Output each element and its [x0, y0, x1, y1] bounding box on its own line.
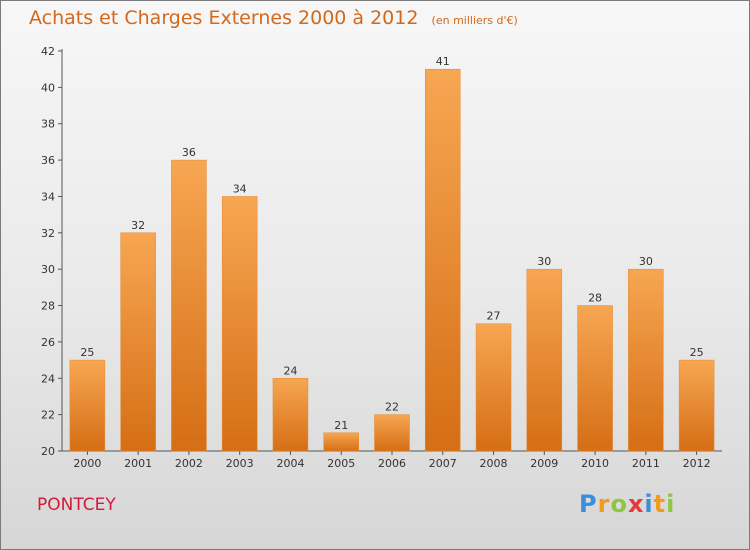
- bar: [323, 432, 359, 452]
- x-tick-label: 2010: [581, 457, 609, 470]
- bar: [678, 359, 715, 452]
- y-tick-label: 26: [41, 336, 55, 349]
- bar-value-label: 25: [80, 346, 94, 359]
- bar-value-label: 22: [385, 401, 399, 414]
- y-tick-label: 32: [41, 227, 55, 240]
- bar-value-label: 28: [588, 292, 602, 305]
- bar: [425, 68, 461, 452]
- x-tick-label: 2001: [124, 457, 152, 470]
- chart-title: Achats et Charges Externes 2000 à 2012: [29, 7, 419, 29]
- bar: [120, 232, 156, 452]
- bar-value-label: 21: [334, 419, 348, 432]
- y-tick-label: 24: [41, 372, 55, 385]
- title-row: Achats et Charges Externes 2000 à 2012 (…: [29, 7, 518, 29]
- x-tick-label: 2007: [429, 457, 457, 470]
- bar: [171, 159, 207, 452]
- bar-value-label: 25: [690, 346, 704, 359]
- commune-name: PONTCEY: [37, 495, 116, 515]
- data-labels: 25 32 36 34 24 21 22 41 27 30 28 30 25: [80, 55, 703, 432]
- bar-value-label: 34: [233, 182, 247, 195]
- bar: [374, 414, 410, 452]
- bar: [475, 323, 512, 452]
- bar-value-label: 30: [639, 255, 653, 268]
- logo-letter: i: [644, 490, 654, 518]
- x-tick-label: 2002: [175, 457, 203, 470]
- bar: [526, 268, 563, 452]
- proxiti-logo[interactable]: Proxiti: [579, 490, 675, 518]
- logo-letter: t: [653, 490, 667, 518]
- bar-value-label: 30: [537, 255, 551, 268]
- bars: [69, 68, 715, 452]
- y-tick-label: 20: [41, 445, 55, 458]
- bar: [69, 359, 106, 452]
- x-tick-label: 2008: [480, 457, 508, 470]
- x-tick-label: 2005: [327, 457, 355, 470]
- x-tick-label: 2006: [378, 457, 406, 470]
- logo-letter: P: [579, 490, 598, 518]
- bar-value-label: 41: [436, 55, 450, 68]
- y-tick-label: 40: [41, 81, 55, 94]
- x-tick-label: 2000: [73, 457, 101, 470]
- x-tick-label: 2009: [530, 457, 558, 470]
- y-tick-label: 42: [41, 45, 55, 58]
- bar: [577, 305, 613, 452]
- x-tick-label: 2012: [683, 457, 711, 470]
- logo-letter: x: [627, 490, 645, 518]
- logo-letter: o: [610, 490, 628, 518]
- chart-unit: (en milliers d'€): [431, 14, 518, 27]
- logo-letter: i: [666, 490, 676, 518]
- bar: [628, 268, 664, 452]
- bar: [221, 196, 258, 452]
- y-tick-label: 36: [41, 154, 55, 167]
- bar-value-label: 27: [487, 310, 501, 323]
- bar-value-label: 36: [182, 146, 196, 159]
- y-tick-label: 34: [41, 190, 55, 203]
- logo-letter: r: [597, 490, 611, 518]
- y-tick-label: 38: [41, 118, 55, 131]
- x-tick-label: 2003: [226, 457, 254, 470]
- bar: [272, 378, 309, 452]
- bar-value-label: 32: [131, 219, 145, 232]
- y-tick-label: 28: [41, 300, 55, 313]
- y-tick-label: 30: [41, 263, 55, 276]
- y-tick-label: 22: [41, 409, 55, 422]
- x-tick-label: 2004: [276, 457, 304, 470]
- bar-value-label: 24: [283, 364, 297, 377]
- x-tick-label: 2011: [632, 457, 660, 470]
